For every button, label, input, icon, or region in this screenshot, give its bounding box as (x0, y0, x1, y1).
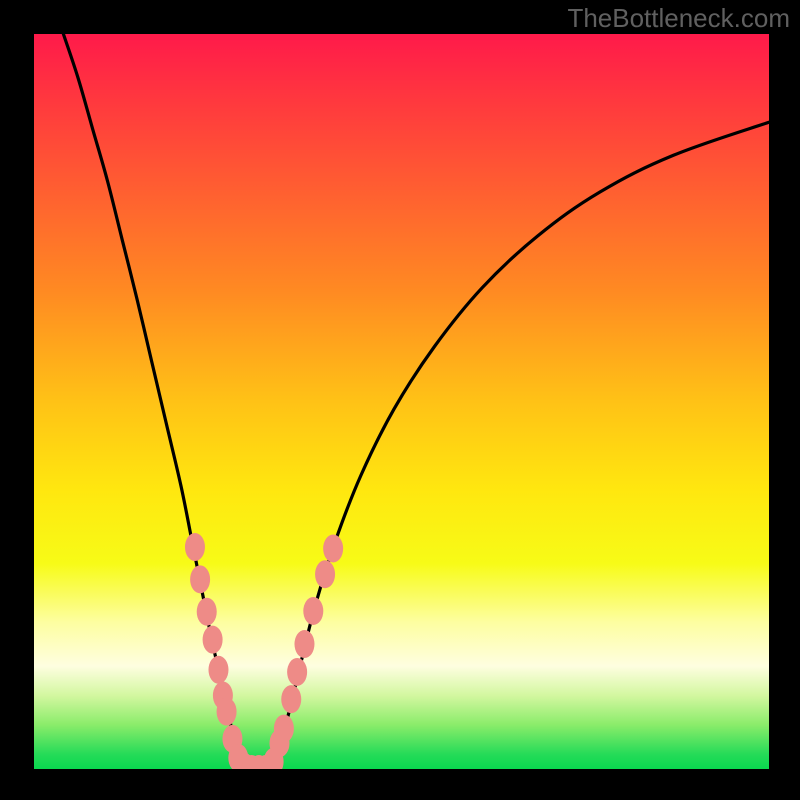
marker-right (323, 535, 343, 563)
marker-left (190, 565, 210, 593)
chart-svg (34, 34, 769, 769)
marker-left (185, 533, 205, 561)
marker-right (315, 560, 335, 588)
marker-left (197, 598, 217, 626)
marker-left (208, 656, 228, 684)
marker-right (274, 715, 294, 743)
plot-area (34, 34, 769, 769)
watermark-text: TheBottleneck.com (567, 3, 790, 34)
marker-right (287, 658, 307, 686)
marker-right (294, 630, 314, 658)
marker-right (281, 685, 301, 713)
marker-right (303, 597, 323, 625)
marker-left (217, 698, 237, 726)
gradient-background (34, 34, 769, 769)
marker-left (203, 626, 223, 654)
